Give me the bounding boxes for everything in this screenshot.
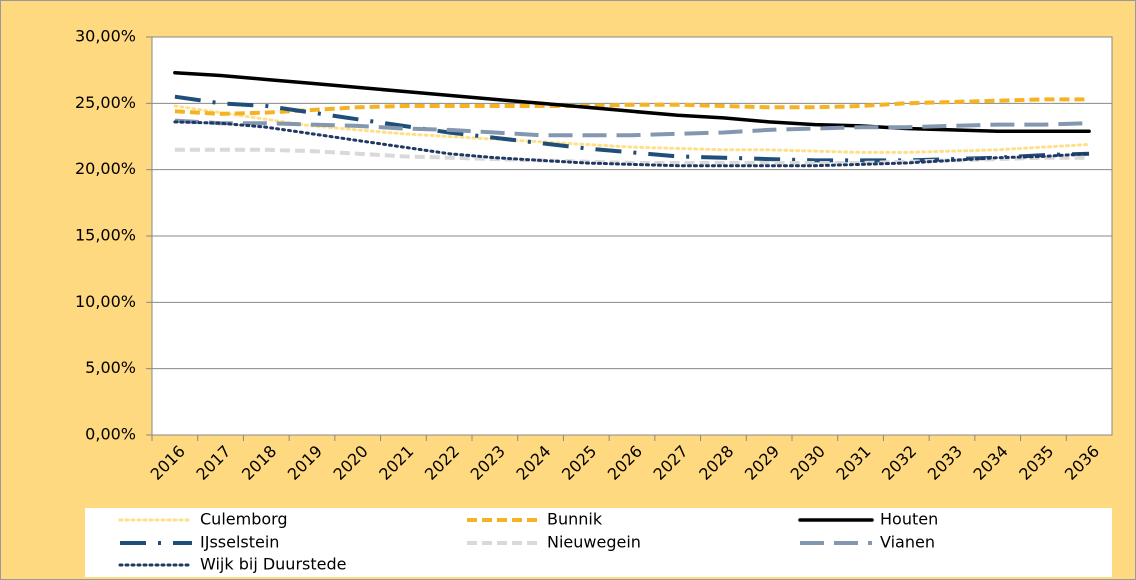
series-line <box>174 147 1090 165</box>
series-line <box>174 97 1090 116</box>
legend-box <box>85 508 1112 577</box>
series-line <box>173 104 1091 154</box>
legend-label: Nieuwegein <box>547 533 641 552</box>
y-tick-label: 20,00% <box>75 159 136 178</box>
y-tick-label: 0,00% <box>85 425 136 444</box>
legend-label: Vianen <box>880 533 935 552</box>
legend-label: IJsselstein <box>200 533 279 552</box>
series-line <box>173 71 1091 133</box>
y-tick-label: 30,00% <box>75 27 136 46</box>
legend-label: Bunnik <box>547 510 603 529</box>
legend-label: Wijk bij Duurstede <box>200 555 346 574</box>
legend-label: Culemborg <box>200 510 288 529</box>
y-tick-label: 15,00% <box>75 226 136 245</box>
series-line <box>173 120 1091 168</box>
series-line <box>174 118 1090 138</box>
legend-label: Houten <box>880 510 938 529</box>
series-line <box>174 94 1090 163</box>
y-tick-label: 5,00% <box>85 358 136 377</box>
y-tick-label: 25,00% <box>75 93 136 112</box>
y-tick-label: 10,00% <box>75 292 136 311</box>
